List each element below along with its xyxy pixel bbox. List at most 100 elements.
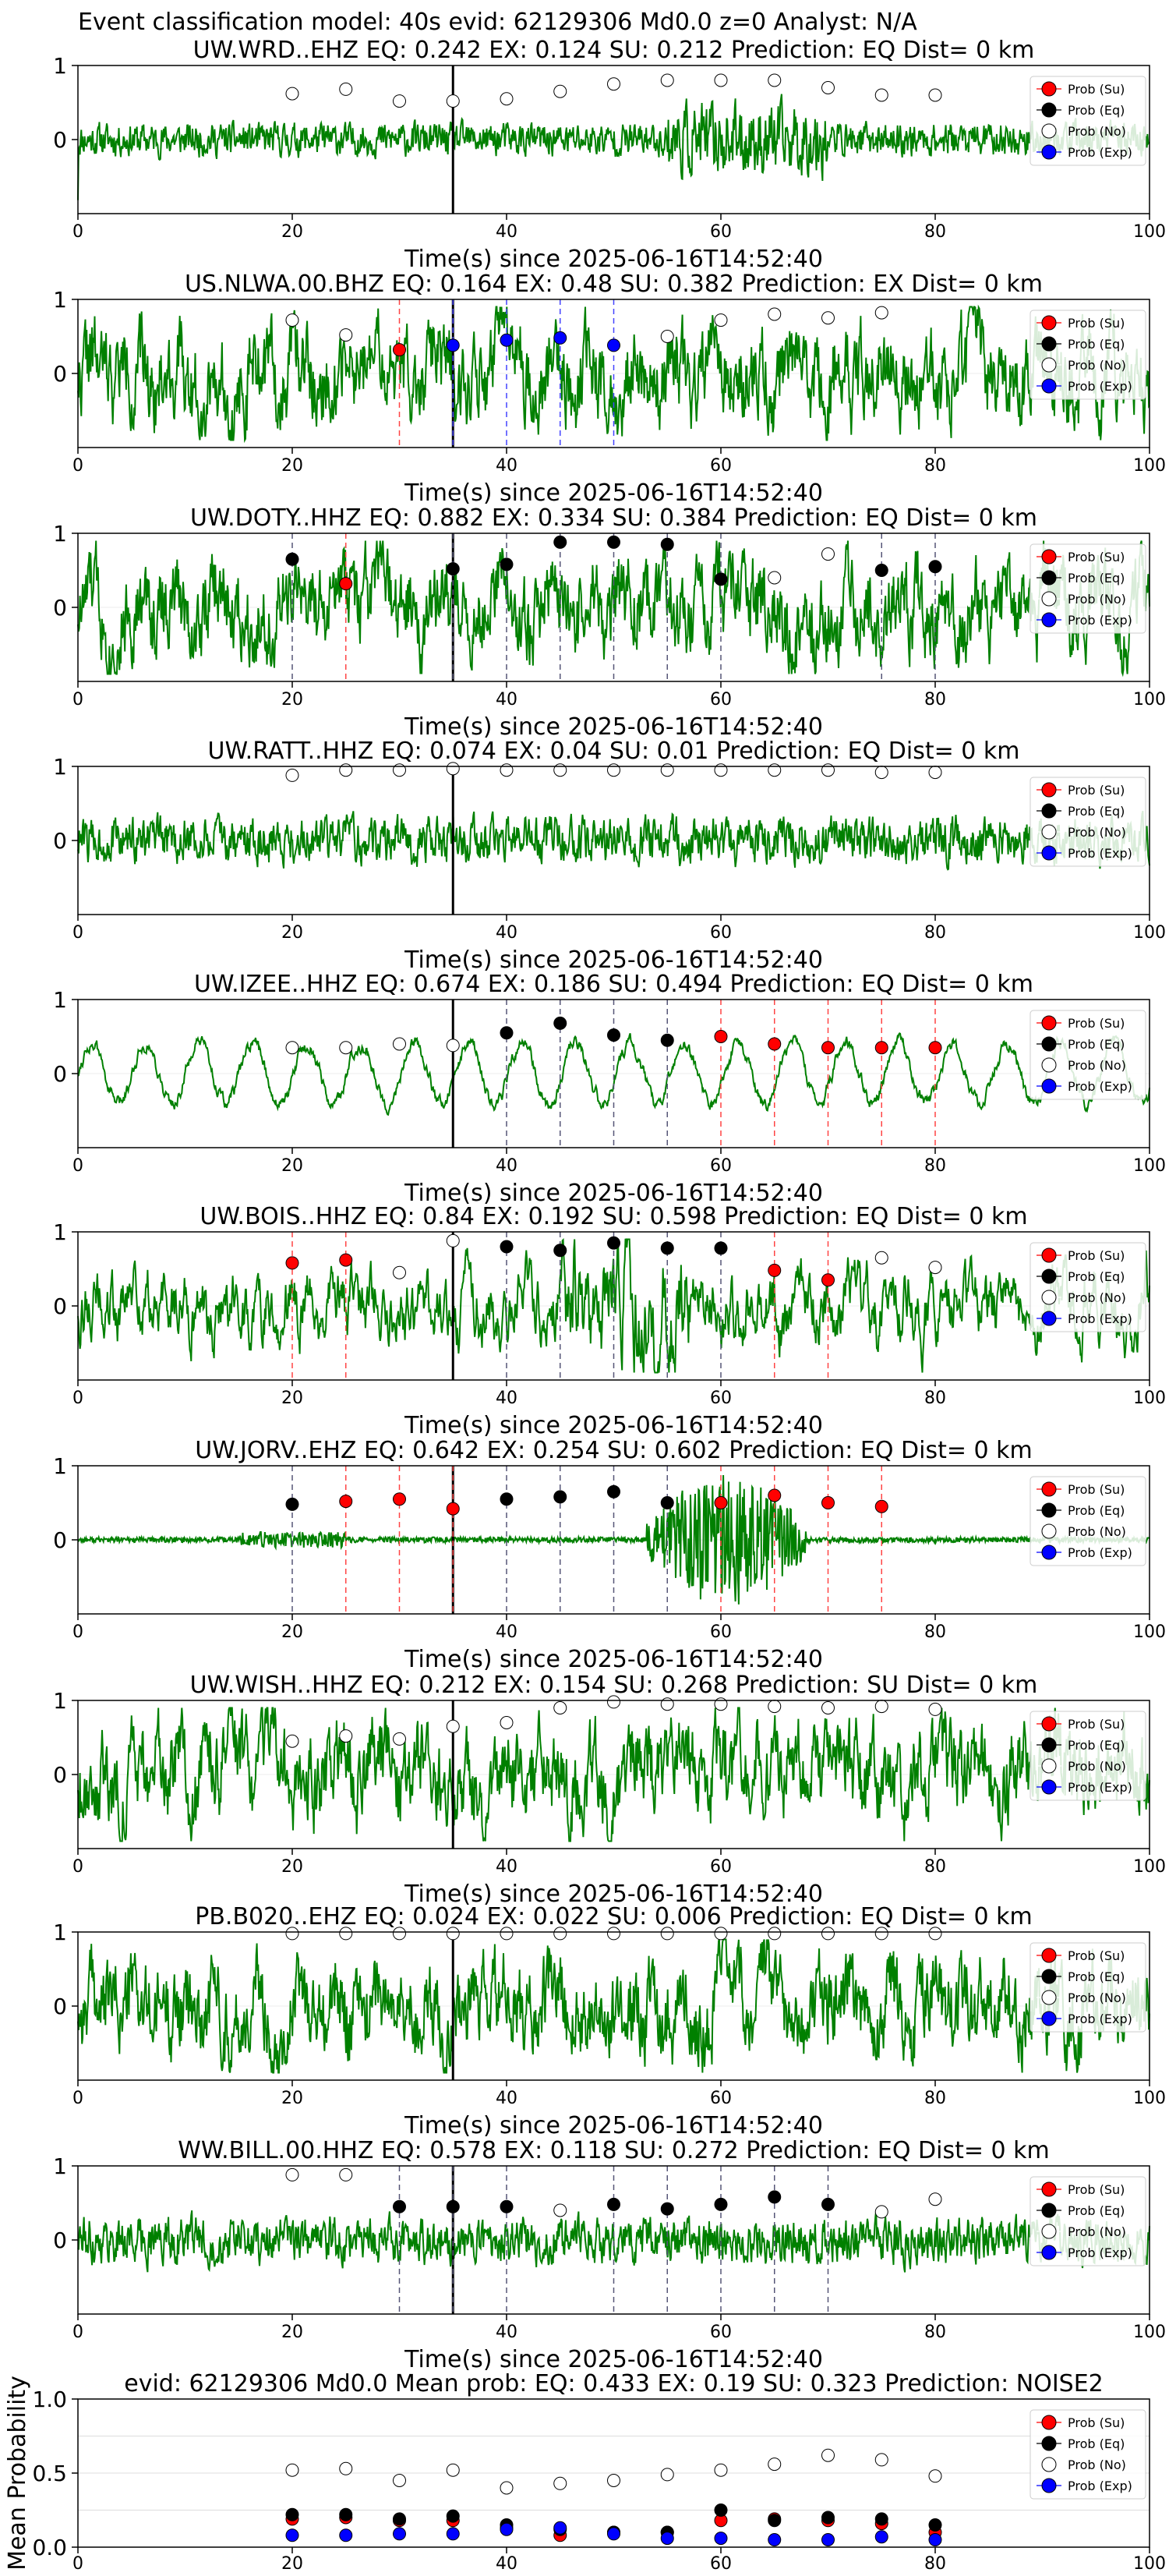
legend-label: Prob (Su) xyxy=(1068,1717,1125,1732)
prob-marker xyxy=(553,1490,567,1504)
x-tick-label: 100 xyxy=(1133,690,1166,709)
legend: Prob (Su) Prob (Eq) Prob (No) Prob (Exp) xyxy=(1029,1476,1146,1566)
legend-label: Prob (Su) xyxy=(1068,1016,1125,1031)
prob-marker xyxy=(553,763,567,777)
y-tick-label: 0 xyxy=(53,828,67,854)
prob-marker xyxy=(553,535,567,549)
legend-marker xyxy=(1041,1311,1057,1326)
legend-label: Prob (Exp) xyxy=(1068,1545,1132,1560)
prob-marker xyxy=(660,1697,674,1711)
waveform-trace xyxy=(77,1707,1150,1842)
panel-title: evid: 62129306 Md0.0 Mean prob: EQ: 0.43… xyxy=(124,2370,1104,2397)
prob-marker xyxy=(553,84,567,98)
x-axis-label: Time(s) since 2025-06-16T14:52:40 xyxy=(404,1180,823,1207)
mean-prob-marker xyxy=(285,2463,299,2477)
legend-marker xyxy=(1041,2457,1057,2472)
x-tick-label: 60 xyxy=(710,1857,732,1877)
mean-prob-marker xyxy=(500,2481,514,2495)
x-tick-label: 20 xyxy=(281,923,303,943)
legend-label: Prob (No) xyxy=(1068,1759,1126,1774)
y-tick-label: 1 xyxy=(53,1219,67,1245)
x-tick-label: 80 xyxy=(924,1857,946,1877)
prob-marker xyxy=(928,2192,942,2206)
mean-prob-marker xyxy=(285,2507,299,2521)
x-tick-label: 60 xyxy=(710,1389,732,1408)
prob-marker xyxy=(874,1041,888,1055)
waveform-panel: UW.RATT..HHZ EQ: 0.074 EX: 0.04 SU: 0.01… xyxy=(53,738,1166,974)
prob-marker xyxy=(285,87,299,101)
prob-marker xyxy=(607,1028,620,1042)
prob-marker xyxy=(500,1716,514,1729)
panel-title: US.NLWA.00.BHZ EQ: 0.164 EX: 0.48 SU: 0.… xyxy=(185,271,1043,298)
legend-marker xyxy=(1041,378,1057,394)
x-tick-label: 60 xyxy=(710,923,732,943)
x-tick-label: 80 xyxy=(924,1389,946,1408)
waveform-trace xyxy=(77,810,1150,871)
legend-box xyxy=(1029,76,1146,166)
figure-suptitle: Event classification model: 40s evid: 62… xyxy=(78,9,917,36)
x-tick-label: 0 xyxy=(72,1389,83,1408)
x-tick-label: 60 xyxy=(710,1622,732,1642)
legend-marker xyxy=(1041,845,1057,861)
prob-marker xyxy=(500,1492,514,1506)
prob-marker xyxy=(446,1719,460,1733)
x-tick-label: 40 xyxy=(496,456,517,476)
prob-marker xyxy=(500,1927,514,1941)
prob-marker xyxy=(714,1927,728,1941)
prob-marker xyxy=(339,1253,353,1267)
x-tick-label: 20 xyxy=(281,1622,303,1642)
prob-marker xyxy=(285,1734,299,1748)
mean-prob-marker xyxy=(500,2522,514,2536)
mean-prob-marker xyxy=(553,2521,567,2535)
prob-marker xyxy=(393,1037,406,1051)
legend-box xyxy=(1029,310,1146,400)
legend-label: Prob (Exp) xyxy=(1068,2245,1132,2260)
legend-marker xyxy=(1041,2415,1057,2430)
x-tick-label: 40 xyxy=(496,1857,517,1877)
prob-marker xyxy=(768,1263,782,1277)
x-tick-label: 60 xyxy=(710,1156,732,1176)
legend-box xyxy=(1029,543,1146,634)
legend: Prob (Su) Prob (Eq) Prob (No) Prob (Exp) xyxy=(1029,2409,1146,2500)
prob-marker xyxy=(714,1241,728,1255)
mean-prob-marker xyxy=(928,2518,942,2532)
waveform-trace xyxy=(77,94,1150,200)
x-tick-label: 20 xyxy=(281,1389,303,1408)
prob-marker xyxy=(714,1697,728,1711)
x-tick-label: 60 xyxy=(710,690,732,709)
prob-marker xyxy=(660,1927,674,1941)
panel-title: UW.JORV..EHZ EQ: 0.642 EX: 0.254 SU: 0.6… xyxy=(195,1437,1032,1464)
prob-marker xyxy=(714,73,728,87)
panel-title: WW.BILL.00.HHZ EQ: 0.578 EX: 0.118 SU: 0… xyxy=(178,2137,1050,2164)
x-tick-label: 80 xyxy=(924,923,946,943)
x-tick-label: 40 xyxy=(496,1389,517,1408)
legend-marker xyxy=(1041,1523,1057,1539)
mean-prob-marker xyxy=(285,2528,299,2542)
prob-marker xyxy=(928,766,942,780)
prob-marker xyxy=(339,1041,353,1055)
prob-marker xyxy=(285,552,299,566)
prob-marker xyxy=(874,1251,888,1265)
x-tick-label: 0 xyxy=(72,690,83,709)
prob-marker xyxy=(607,1927,620,1941)
x-axis-label: Time(s) since 2025-06-16T14:52:40 xyxy=(404,2112,823,2139)
y-tick-label: 0 xyxy=(53,1994,67,2019)
prob-marker xyxy=(874,564,888,577)
legend-marker xyxy=(1041,1015,1057,1031)
legend-marker xyxy=(1041,570,1057,586)
mean-prob-marker xyxy=(714,2532,728,2546)
y-tick-label: 1 xyxy=(53,521,67,547)
legend-marker xyxy=(1041,102,1057,118)
y-tick-label: 0 xyxy=(53,1527,67,1553)
prob-marker xyxy=(607,1236,620,1250)
prob-marker xyxy=(874,1499,888,1513)
prob-marker xyxy=(607,338,620,352)
mean-prob-marker xyxy=(768,2457,782,2472)
prob-marker xyxy=(714,572,728,586)
y-tick-label: 0 xyxy=(53,1293,67,1319)
prob-marker xyxy=(393,343,406,357)
x-tick-label: 100 xyxy=(1133,1156,1166,1176)
legend: Prob (Su) Prob (Eq) Prob (No) Prob (Exp) xyxy=(1029,1010,1146,1100)
prob-marker xyxy=(607,77,620,91)
x-tick-label: 80 xyxy=(924,2323,946,2342)
